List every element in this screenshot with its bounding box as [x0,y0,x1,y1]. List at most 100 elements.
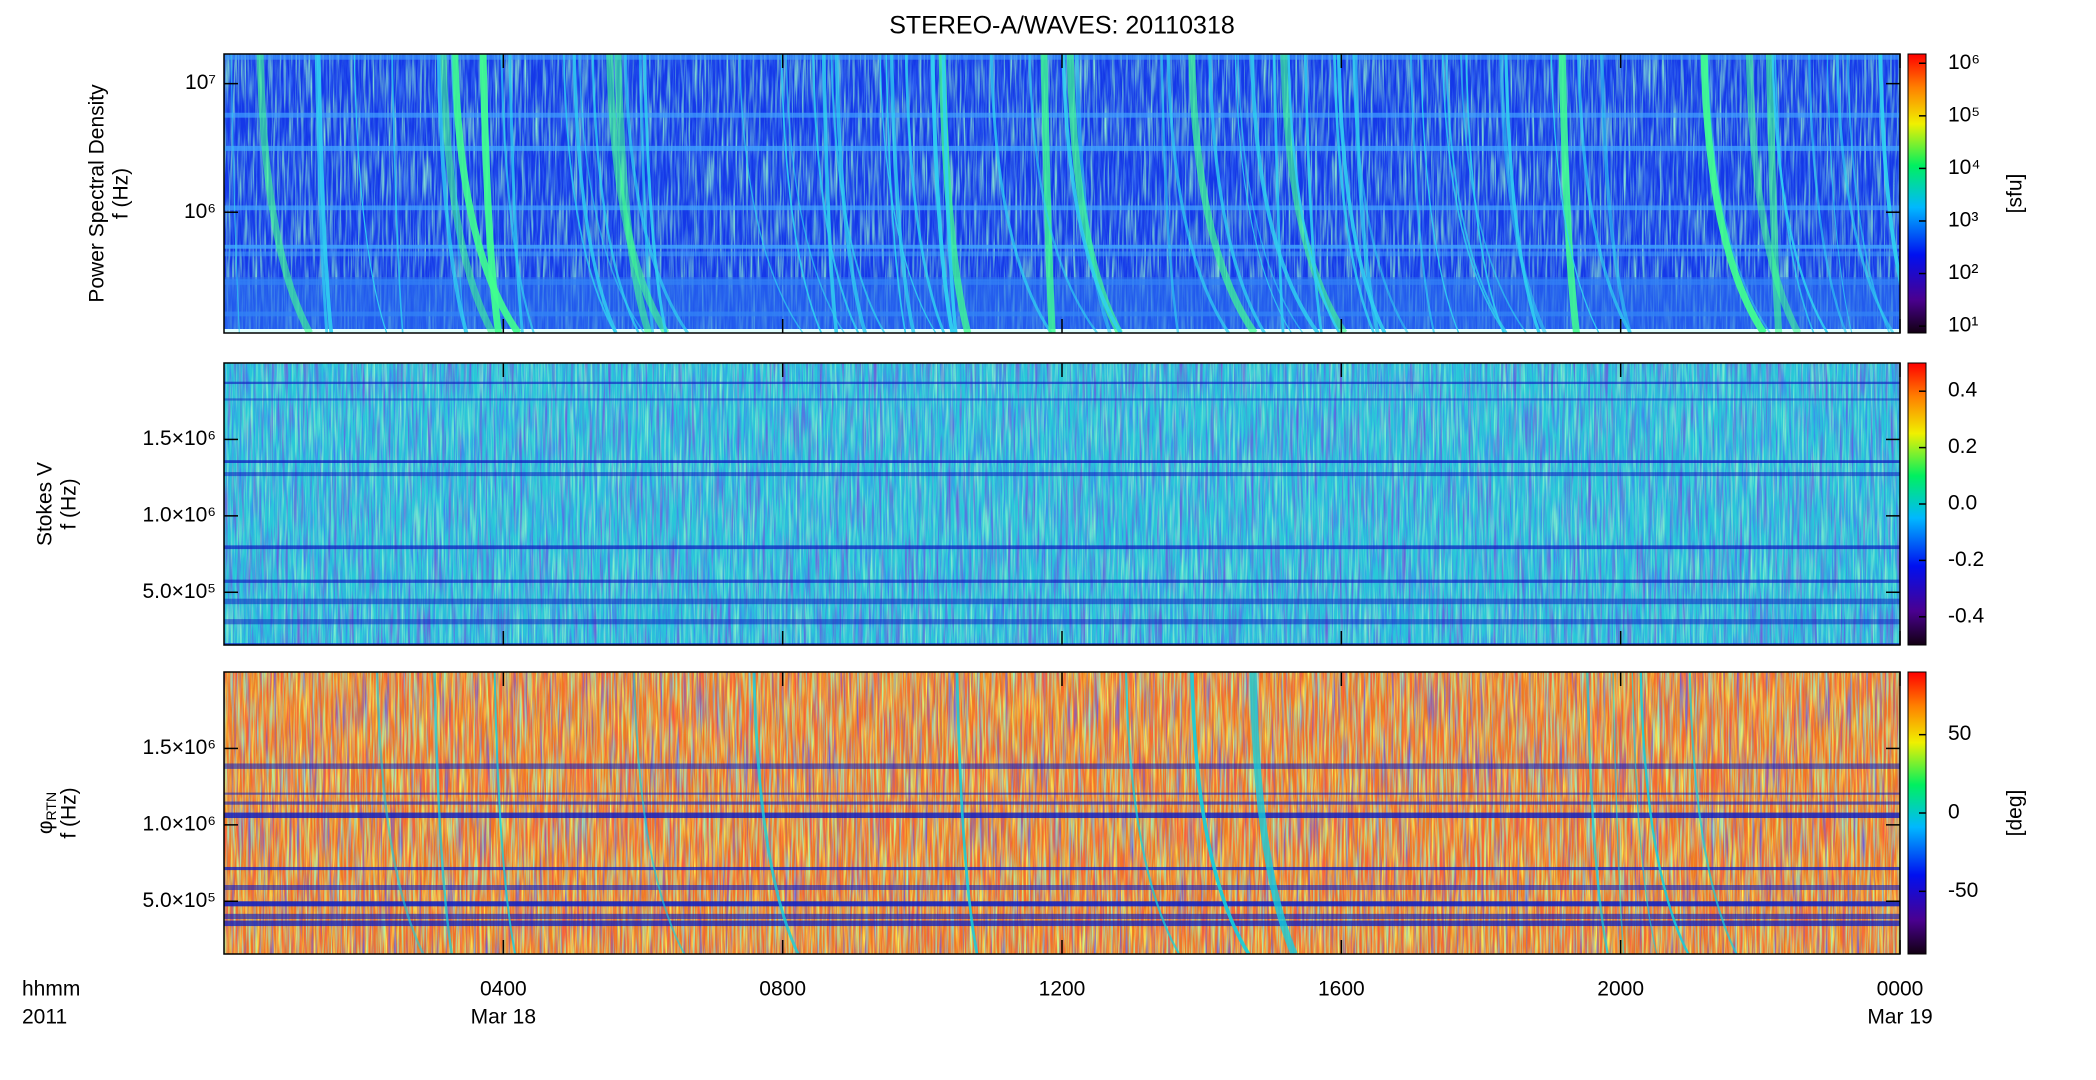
spectrogram [224,363,1900,645]
colorbar-tick-label: 0.2 [1948,435,1977,458]
spectrogram-burst [1878,54,1900,289]
spectrogram-burst [1445,54,1508,333]
spectrogram-burst [1188,54,1258,333]
spectrogram [224,672,1900,954]
spectrogram-burst [1190,672,1251,954]
spectrogram-burst [591,54,640,333]
colorbar-tick-label: 0.4 [1948,379,1978,402]
spectrogram-burst [1558,54,1580,333]
spectrogram-band [224,205,1900,211]
y-tick-label: 1.5×10⁶ [143,427,216,450]
colorbar [1907,53,1927,334]
spectrogram-band [224,112,1900,118]
spectrogram-band [224,381,1900,385]
spectrogram-burst [1249,672,1298,954]
spectrogram-burst [314,54,329,333]
spectrogram-band [224,398,1900,401]
spectrogram-burst [1586,672,1609,954]
spectrogram-burst [256,54,313,333]
spectrogram-burst [1706,54,1771,333]
spectrogram-band [224,244,1900,249]
colorbar-tick-label: -0.4 [1948,604,1985,627]
spectrogram-burst [1771,54,1829,333]
spectrogram-band [224,545,1900,550]
spectrogram-burst [1166,54,1230,333]
spectrogram-burst [493,672,517,954]
colorbar-tick-label: 10⁴ [1948,156,1980,179]
year-label: 2011 [22,1006,67,1029]
spectrogram-band [224,598,1900,605]
spectrogram-burst [633,672,686,954]
spectrogram-burst [391,54,404,333]
spectrogram-burst [738,54,804,333]
spectrogram-band [224,579,1900,583]
spectrogram-burst [500,54,535,333]
spectrogram-burst [1460,54,1527,333]
spectrogram-burst [353,54,388,333]
spectrogram-burst [1826,54,1853,333]
spectrogram-burst [1807,54,1848,333]
spectrogram-burst [1576,54,1632,333]
spectrogram-burst [623,54,689,333]
spectrogram-burst [1272,54,1285,333]
spectrogram-burst [1160,54,1180,333]
spectrogram-burst [834,54,867,333]
spectrogram-burst [1639,672,1690,954]
spectrogram-burst [1499,54,1547,333]
spectrogram-burst [1234,54,1292,333]
y-axis-label: f (Hz) [58,478,81,529]
spectrogram-band [224,763,1900,769]
spectrogram-band [224,885,1900,891]
spectrogram-burst [812,54,860,333]
spectrogram-burst [1420,54,1460,333]
y-tick-label: 5.0×10⁵ [142,889,216,912]
spectrogram-band [224,913,1900,920]
spectrogram-band [224,619,1900,625]
spectrogram-burst [572,54,618,333]
spectrogram-burst [479,54,503,333]
spectrogram-burst [316,54,334,333]
spectrogram-burst [930,54,955,333]
spectrogram-burst [1612,672,1625,954]
spectrogram-burst [1688,672,1738,954]
spectrogram-burst [1774,54,1815,333]
spectrogram-burst [1287,54,1341,333]
y-axis-label: f (Hz) [110,168,133,219]
spectrogram-burst [885,54,907,333]
spectrogram-burst [879,54,937,333]
colorbar-tick-label: -50 [1948,879,1978,902]
spectrogram-burst [1333,54,1376,333]
spectrogram-burst [1336,54,1387,333]
x-tick-label: 1600 [1318,978,1365,1001]
x-tick-label: 0400 [480,978,527,1001]
spectrogram-burst [1352,54,1409,333]
y-axis-label: f (Hz) [58,787,81,838]
colorbar-label: [sfu] [2004,174,2027,214]
spectrogram-burst [785,54,845,333]
spectrogram-burst [1208,54,1266,333]
y-tick-label: 10⁷ [185,71,216,94]
colorbar-tick-label: 10⁵ [1948,103,1980,126]
spectrogram-burst [1465,54,1505,333]
spectrogram-burst [1631,672,1658,954]
colorbar-tick-label: 0 [1948,801,1960,824]
spectrogram-band [224,801,1900,805]
spectrogram-burst [562,54,616,333]
spectrogram-burst [451,54,522,333]
y-tick-label: 10⁶ [184,200,216,223]
y-axis-label: Power Spectral Density [86,84,109,303]
spectrogram-band [224,812,1900,819]
x-tick-label: 1200 [1039,978,1086,1001]
spectrogram-burst [1441,54,1506,333]
spectrogram-burst [1504,54,1541,333]
spectrogram-burst [955,672,979,954]
spectrogram-burst [230,54,240,333]
spectrogram-burst [433,672,454,954]
spectrogram-band [224,460,1900,463]
colorbar-tick-label: 10³ [1948,209,1978,232]
spectrogram-band [224,901,1900,907]
spectrogram-texture [224,363,1900,645]
spectrogram-burst [941,54,958,333]
spectrogram-band [224,145,1900,151]
